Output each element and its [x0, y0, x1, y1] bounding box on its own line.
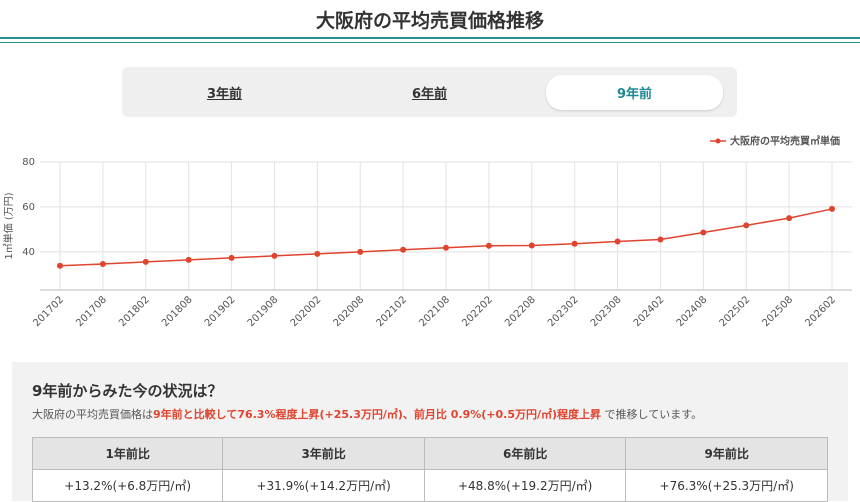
data-point	[99, 260, 106, 267]
highlight-text: 9年前と比較して76.3%程度上昇(+25.3万円/㎡)、前月比 0.9%(+0…	[153, 408, 602, 421]
x-tick-label: 202002	[289, 294, 324, 329]
data-point	[357, 248, 364, 255]
data-point	[400, 246, 407, 253]
tab[interactable]: 6年前	[411, 86, 448, 102]
table-cell: +31.9%(+14.2万円/㎡)	[222, 469, 425, 502]
data-point	[142, 258, 149, 265]
x-tick-label: 202202	[460, 294, 495, 329]
table-cell: +48.8%(+19.2万円/㎡)	[423, 469, 627, 502]
legend-label: 大阪府の平均売買㎡単価	[730, 135, 840, 148]
x-tick-label: 202602	[803, 294, 838, 329]
summary-heading: 9年前からみた今の状況は？	[32, 382, 223, 400]
y-tick-label: 40	[22, 247, 35, 258]
table-header: 9年前比	[625, 437, 828, 470]
data-point	[57, 262, 63, 269]
data-point	[571, 240, 578, 247]
data-point	[228, 254, 235, 261]
y-tick-label: 60	[22, 202, 35, 213]
x-tick-label: 202508	[760, 294, 795, 329]
table-cell: +13.2%(+6.8万円/㎡)	[31, 469, 224, 502]
tab-bar: 3年前 6年前 9年前	[122, 67, 737, 117]
x-tick-label: 202308	[589, 294, 624, 329]
data-point	[743, 222, 750, 229]
data-point	[271, 252, 278, 259]
x-tick-label: 202502	[718, 294, 753, 329]
data-point	[700, 229, 707, 236]
x-tick-label: 202108	[417, 294, 452, 329]
title-rule	[0, 37, 860, 39]
change-table: 1年前比 3年前比 6年前比 9年前比 +13.2%(+6.8万円/㎡) +31.9%(+…	[31, 437, 828, 502]
tab[interactable]: 9年前	[546, 74, 723, 110]
chart: 40 60 80 201702 201708 201802 201808 201902 2019…	[2, 135, 852, 329]
page-title: 大阪府の平均売買価格推移	[315, 10, 544, 32]
x-tick-label: 202302	[546, 294, 581, 329]
x-tick-label: 201802	[117, 294, 152, 329]
summary-panel: 9年前からみた今の状況は？ 大阪府の平均売買価格は9年前と比較して76.3%程度…	[12, 362, 848, 502]
data-point	[485, 242, 492, 249]
tab[interactable]: 3年前	[206, 86, 243, 102]
data-point	[443, 244, 449, 251]
y-tick-label: 80	[22, 157, 35, 168]
data-point	[829, 205, 835, 212]
table-header: 1年前比	[31, 437, 224, 470]
x-tick-label: 202008	[332, 294, 367, 329]
legend-swatch	[715, 138, 721, 144]
data-point	[786, 215, 793, 222]
table-cell: +76.3%(+25.3万円/㎡)	[625, 469, 828, 502]
title-rule	[0, 42, 860, 43]
text-segment: で推移しています。	[601, 408, 703, 421]
x-tick-label: 201908	[246, 294, 281, 329]
text-segment: 大阪府の平均売買価格は	[32, 408, 153, 421]
table-header: 3年前比	[222, 437, 425, 470]
x-tick-label: 201702	[31, 294, 66, 329]
x-tick-label: 201708	[74, 294, 109, 329]
x-tick-label: 202208	[503, 294, 538, 329]
summary-text: 大阪府の平均売買価格は9年前と比較して76.3%程度上昇(+25.3万円/㎡)、…	[32, 406, 702, 422]
data-point	[314, 250, 321, 257]
x-tick-label: 202402	[632, 294, 667, 329]
data-point	[657, 236, 664, 243]
data-point	[528, 242, 535, 249]
data-point	[185, 256, 192, 263]
x-tick-label: 202102	[374, 294, 409, 329]
table-header: 6年前比	[423, 437, 627, 470]
y-axis-label: 1㎡単価 (万円)	[2, 192, 15, 259]
data-point	[614, 238, 621, 245]
table-row: +13.2%(+6.8万円/㎡) +31.9%(+14.2万円/㎡) +48.8%(…	[31, 469, 828, 502]
x-tick-label: 201902	[203, 294, 238, 329]
x-tick-label: 201808	[160, 294, 195, 329]
x-tick-label: 202408	[675, 294, 710, 329]
